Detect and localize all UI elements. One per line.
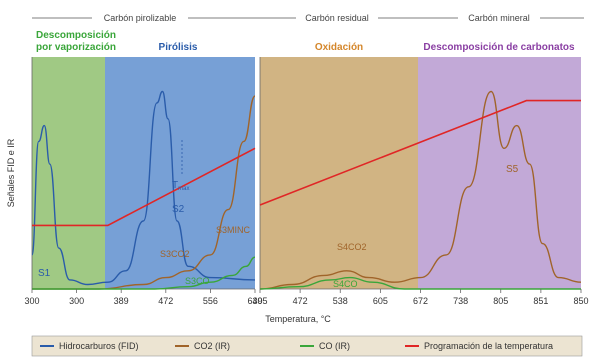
x-tick-label: 389: [114, 296, 129, 306]
x-tick-label: 538: [333, 296, 348, 306]
x-tick-label: 405: [252, 296, 267, 306]
oxidation_panel-series-1: [259, 276, 581, 290]
x-tick-label: 556: [203, 296, 218, 306]
pyrolysis-zone: [105, 57, 255, 289]
header-mask-3: [458, 10, 540, 24]
s1-label: S1: [38, 268, 51, 279]
tmax-label: Tmax: [172, 180, 189, 192]
s3minc-label: S3MINC: [216, 225, 251, 235]
s3co-label: S3CO: [185, 276, 210, 286]
vaporization-title-line1: Descomposición: [36, 30, 116, 41]
carbonates-title: Descomposición de carbonatos: [423, 42, 575, 53]
header-mask-2: [296, 10, 378, 24]
x-tick-label: 639: [247, 296, 262, 306]
legend-label: Hidrocarburos (FID): [59, 341, 139, 351]
x-tick-label: 300: [24, 296, 39, 306]
section-residual-carbon: Carbón residual: [305, 13, 369, 23]
section-pyrolyzable-carbon: Carbón pirolizable: [104, 13, 177, 23]
pyrolysis_panel-series-3: [32, 147, 256, 227]
x-tick-label: 851: [533, 296, 548, 306]
x-tick-label: 850: [573, 296, 588, 306]
x-tick-label: 738: [453, 296, 468, 306]
oxidation_panel-series-0: [259, 90, 582, 290]
section-mineral-carbon: Carbón mineral: [468, 13, 530, 23]
series-layer: [31, 90, 582, 290]
vaporization-title-line2: por vaporización: [36, 42, 116, 53]
oxidation-zone: [260, 57, 418, 289]
s4co2-label: S4CO2: [337, 242, 367, 252]
legend-label: Programación de la temperatura: [424, 341, 553, 351]
carbonates-zone: [418, 57, 581, 289]
oxidation-title: Oxidación: [315, 42, 363, 53]
pyrolysis_panel-series-0: [31, 90, 256, 286]
s2-label: S2: [172, 204, 185, 215]
oxidation_panel-series-2: [259, 99, 581, 206]
pyrolysis_panel-series-2: [32, 256, 256, 290]
x-tick-label: 805: [493, 296, 508, 306]
y-axis-label: Señales FID e IR: [6, 138, 16, 207]
legend-label: CO (IR): [319, 341, 350, 351]
x-tick-label: 472: [158, 296, 173, 306]
x-tick-label: 472: [293, 296, 308, 306]
pyrolysis-title: Pirólisis: [159, 42, 198, 53]
x-tick-label: 605: [373, 296, 388, 306]
s4co-label: S4CO: [333, 279, 358, 289]
s3co2-label: S3CO2: [160, 249, 190, 259]
s5-label: S5: [506, 164, 519, 175]
x-tick-label: 300: [69, 296, 84, 306]
legend-label: CO2 (IR): [194, 341, 230, 351]
vaporization-zone: [32, 57, 105, 289]
legend: Hidrocarburos (FID) CO2 (IR) CO (IR) Progra…: [40, 341, 553, 351]
x-tick-label: 672: [413, 296, 428, 306]
header-mask-1: [92, 10, 188, 24]
x-axis-label: Temperatura, °C: [265, 314, 331, 324]
